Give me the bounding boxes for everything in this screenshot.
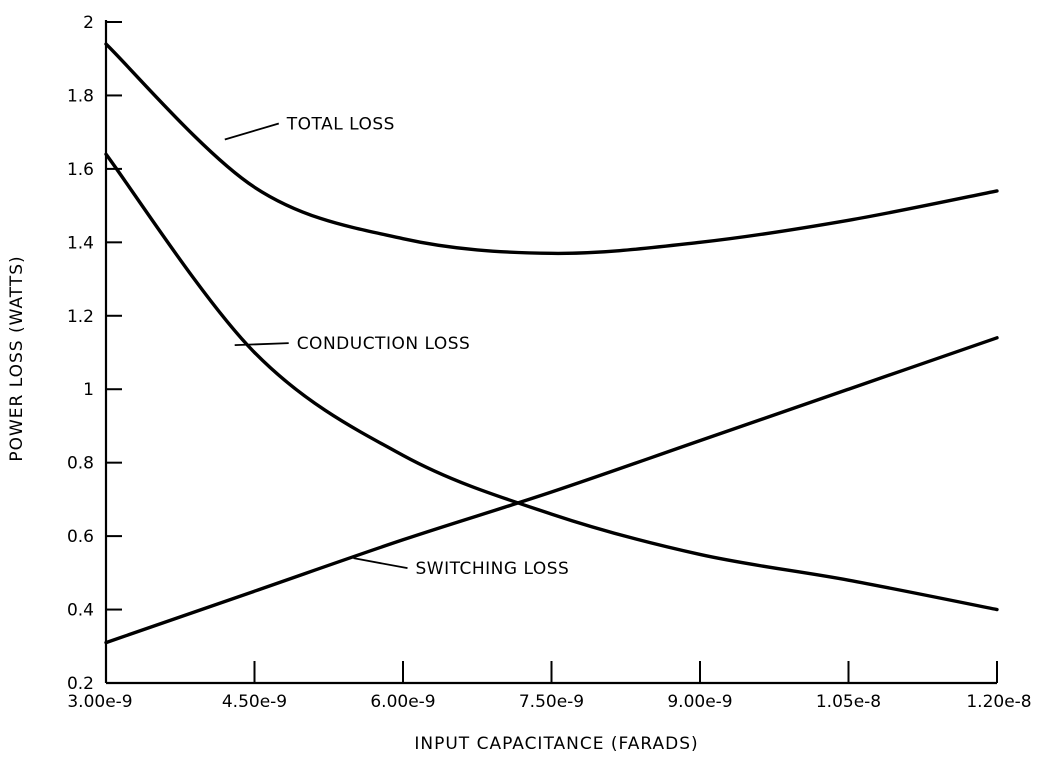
x-tick-label: 3.00e-9 xyxy=(67,692,132,712)
y-tick-label: 1.2 xyxy=(67,307,94,327)
y-tick-label: 1.4 xyxy=(67,233,94,253)
series-annotations: TOTAL LOSS CONDUCTION LOSS SWITCHING LOSS xyxy=(224,115,570,579)
leader-line-total-loss xyxy=(224,122,280,141)
leader-line-switching-loss xyxy=(353,557,408,570)
y-tick-label: 0.6 xyxy=(67,527,94,547)
x-tick-label: 1.20e-8 xyxy=(966,692,1031,712)
x-axis-title: INPUT CAPACITANCE (FARADS) xyxy=(414,734,698,754)
x-tick-label: 7.50e-9 xyxy=(519,692,584,712)
y-axis-title: POWER LOSS (WATTS) xyxy=(7,255,27,461)
series-label-conduction-loss: CONDUCTION LOSS xyxy=(297,334,471,354)
x-tick-label: 9.00e-9 xyxy=(667,692,732,712)
y-axis: 0.2 0.4 0.6 0.8 1 1.2 1.4 1.6 1.8 2 POWER LOSS (W… xyxy=(7,13,122,694)
y-ticks: 0.2 0.4 0.6 0.8 1 1.2 1.4 1.6 1.8 2 xyxy=(67,13,122,694)
x-axis: 3.00e-9 4.50e-9 6.00e-9 7.50e-9 9.00e-9 1.05e… xyxy=(67,661,1032,754)
series-line-conduction-loss xyxy=(104,152,999,612)
y-tick-label: 0.2 xyxy=(67,674,94,694)
leader-line-conduction-loss xyxy=(234,342,289,347)
y-tick-label: 0.8 xyxy=(67,454,94,474)
y-tick-label: 2 xyxy=(83,13,94,33)
y-tick-label: 1.8 xyxy=(67,86,94,106)
series-label-switching-loss: SWITCHING LOSS xyxy=(416,559,570,579)
x-tick-label: 6.00e-9 xyxy=(370,692,435,712)
y-tick-label: 1.6 xyxy=(67,160,94,180)
series-label-total-loss: TOTAL LOSS xyxy=(286,115,395,135)
y-tick-label: 0.4 xyxy=(67,601,94,621)
y-tick-label: 1 xyxy=(83,380,94,400)
series-line-switching-loss xyxy=(104,336,999,645)
x-tick-label: 1.05e-8 xyxy=(816,692,881,712)
x-ticks: 3.00e-9 4.50e-9 6.00e-9 7.50e-9 9.00e-9 1.05e… xyxy=(67,661,1032,712)
x-tick-label: 4.50e-9 xyxy=(222,692,287,712)
series-group xyxy=(104,42,999,645)
series-line-total-loss xyxy=(104,42,999,256)
